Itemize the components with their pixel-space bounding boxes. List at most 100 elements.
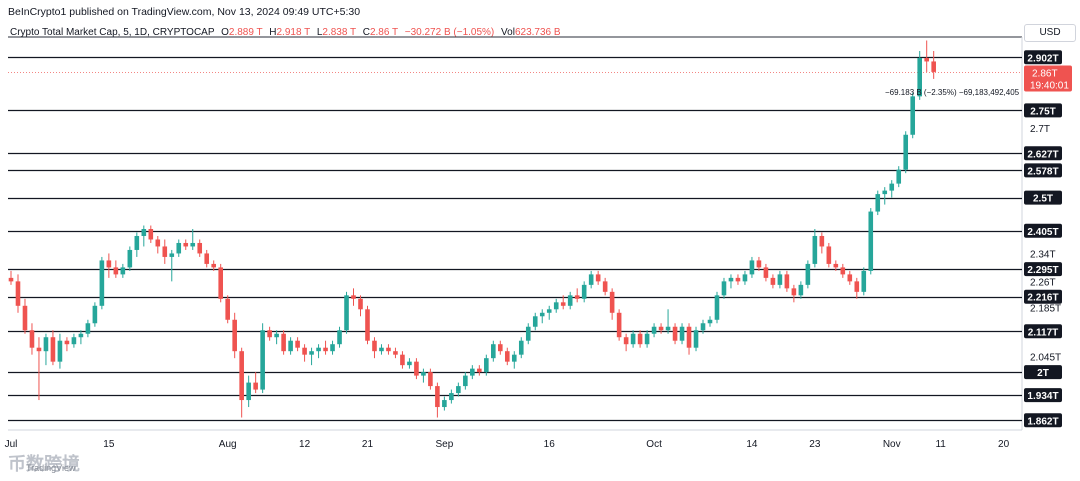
candle-body	[665, 326, 671, 331]
time-axis-label: 14	[746, 439, 758, 450]
candle-body	[700, 323, 706, 331]
candle-body	[672, 326, 678, 341]
open-value: 2.889 T	[228, 27, 263, 38]
candle-body	[442, 400, 447, 408]
candle-body	[176, 242, 182, 254]
candle-body	[365, 309, 370, 341]
candle-body	[602, 281, 608, 292]
volume-value: 623.736 B	[514, 27, 561, 38]
candle-body	[267, 330, 272, 338]
candle-body	[470, 368, 475, 376]
currency-button[interactable]: USD	[1024, 24, 1076, 42]
candle-body	[574, 295, 580, 299]
time-axis-label: 11	[935, 439, 946, 450]
candle-body	[379, 347, 384, 352]
volume-label: Vol	[501, 27, 515, 38]
candle-body	[302, 347, 307, 355]
candle-body	[693, 330, 699, 348]
level-tag-label: 2.295T	[1027, 265, 1058, 276]
tradingview-brand: TradingView	[26, 463, 76, 473]
symbol-name[interactable]: Crypto Total Market Cap, 5, 1D, CRYPTOCA…	[10, 27, 215, 38]
candle-body	[57, 340, 63, 362]
candle-body	[749, 260, 755, 275]
watermark-logo: 币数跨境	[8, 454, 80, 474]
candle-body	[141, 229, 147, 236]
candle-body	[798, 284, 804, 296]
candle-body	[644, 333, 650, 345]
candle-body	[337, 330, 342, 345]
candle-body	[414, 361, 419, 376]
candle-body	[428, 372, 433, 387]
candle-body	[491, 344, 496, 359]
candle-body	[498, 344, 503, 352]
candle-body	[218, 267, 223, 299]
candle-body	[560, 302, 566, 306]
time-axis-label: Oct	[646, 439, 662, 450]
candle-body	[106, 260, 112, 268]
measure-annotation: −69.183 B (−2.35%) −69,183,492,405	[885, 88, 1020, 97]
candle-body	[721, 281, 727, 296]
level-tag-bg	[1024, 289, 1062, 304]
candle-body	[763, 267, 769, 278]
level-tag-label: 2.578T	[1027, 166, 1058, 177]
candle-body	[400, 354, 405, 366]
candle-body	[435, 386, 440, 408]
candle-body	[225, 298, 230, 320]
candle-body	[288, 340, 293, 352]
candle-body	[742, 274, 748, 282]
level-tag-bg	[1024, 190, 1062, 205]
candle-body	[253, 382, 258, 390]
candle-body	[22, 305, 28, 331]
candle-body	[127, 249, 133, 268]
time-axis-label: Sep	[435, 439, 453, 450]
candle-body	[15, 281, 21, 306]
candle-body	[840, 267, 846, 275]
candle-body	[211, 263, 217, 268]
level-tag-bg	[1024, 388, 1062, 403]
close-label: C	[362, 27, 370, 38]
level-tag-label: 2.75T	[1030, 106, 1056, 117]
low-label: L	[316, 27, 323, 38]
candle-body	[714, 295, 720, 320]
level-tag-label: 1.862T	[1027, 416, 1058, 427]
candle-body	[64, 340, 70, 345]
candle-body	[43, 337, 49, 352]
time-axis-label: Nov	[883, 439, 901, 450]
current-price-value: 2.86T	[1032, 69, 1058, 80]
candle-body	[386, 347, 391, 352]
candle-body	[92, 305, 98, 324]
level-tag-label: 2.216T	[1027, 293, 1058, 304]
candle-body	[155, 239, 161, 247]
candle-body	[546, 309, 552, 313]
current-price-tag	[1024, 65, 1072, 92]
candle-body	[358, 298, 363, 310]
candle-body	[120, 267, 126, 275]
candle-body	[868, 211, 874, 271]
candle-body	[351, 295, 356, 299]
time-axis-label: Aug	[219, 439, 237, 450]
candle-body	[8, 277, 14, 282]
low-value: 2.838 T	[322, 27, 356, 38]
candle-body	[484, 358, 489, 373]
high-label: H	[269, 27, 277, 38]
time-axis-label: 16	[544, 439, 556, 450]
open-label: O	[221, 27, 229, 38]
candle-body	[882, 190, 888, 195]
level-tag-bg	[1024, 223, 1062, 238]
candle-body	[588, 274, 594, 285]
candle-body	[50, 337, 56, 362]
candle-body	[847, 274, 853, 282]
high-value: 2.918 T	[276, 27, 311, 38]
candle-body	[917, 57, 922, 97]
price-axis-label: 2.7T	[1030, 124, 1050, 135]
candle-body	[770, 277, 776, 285]
candle-body	[239, 351, 244, 401]
candle-body	[896, 169, 902, 184]
candle-body	[553, 302, 559, 310]
candle-body	[99, 260, 105, 306]
candle-body	[854, 281, 860, 292]
candle-body	[316, 347, 321, 352]
candle-body	[924, 57, 929, 62]
candle-body	[372, 340, 377, 352]
